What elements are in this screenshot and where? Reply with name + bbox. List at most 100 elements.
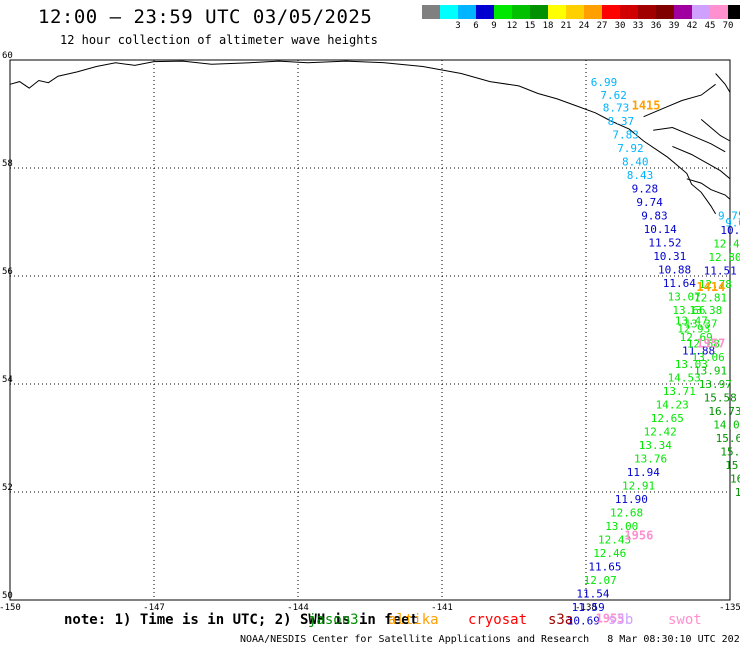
wave-height-label: 12.78 <box>699 278 732 291</box>
wave-height-label: 11.90 <box>615 493 648 506</box>
lat-tick-label: 56 <box>2 267 13 277</box>
wave-height-label: 12.93 <box>677 323 710 336</box>
coastline-inlet <box>686 178 731 200</box>
wave-height-label: 13.71 <box>663 385 696 398</box>
wave-height-label: 13.47 <box>675 315 708 328</box>
wave-height-label: 15.93 <box>735 486 740 499</box>
lat-tick-label: 52 <box>2 483 13 493</box>
satellite-legend-item: jason3 <box>308 612 359 628</box>
colorbar-swatch <box>584 5 602 19</box>
lat-tick-label: 50 <box>2 591 13 601</box>
wave-height-label: 12.91 <box>622 479 655 492</box>
wave-height-label: 9.68 <box>725 216 740 229</box>
wave-height-label: 9.75 <box>718 209 740 222</box>
map-frame <box>9 59 731 601</box>
colorbar-swatch <box>530 5 548 19</box>
wave-height-label: 14.04 <box>713 418 740 431</box>
wave-height-label: 12.81 <box>694 291 727 304</box>
colorbar-swatch <box>566 5 584 19</box>
wave-height-label: 12.68 <box>610 506 643 519</box>
coastline-inlet <box>653 126 726 153</box>
wave-height-label: 11.88 <box>682 344 715 357</box>
wave-height-label: 7.83 <box>612 128 639 141</box>
satellite-legend-item: s3a <box>548 612 574 628</box>
wave-height-label: 12.07 <box>584 574 617 587</box>
wave-height-label: 7.92 <box>617 142 644 155</box>
wave-height-label: 12.69 <box>680 331 713 344</box>
colorbar-swatch <box>512 5 530 19</box>
wave-height-label: 13.38 <box>689 304 722 317</box>
pass-time-label: 1956 <box>624 529 653 543</box>
wave-height-label: 13.03 <box>675 358 708 371</box>
wave-height-label: 11.59 <box>572 601 605 614</box>
wave-height-label: 14.53 <box>668 371 701 384</box>
wave-height-label: 12.68 <box>687 337 720 350</box>
wave-height-label: 8.37 <box>608 115 635 128</box>
colorbar-label: 33 <box>632 21 644 31</box>
wave-height-label: 8.73 <box>603 101 630 114</box>
colorbar-label: 24 <box>578 21 590 31</box>
lat-tick-label: 54 <box>2 375 13 385</box>
footer-credit: NOAA/NESDIS Center for Satellite Applica… <box>240 634 740 645</box>
coastline-inlet <box>700 119 731 142</box>
colorbar-swatch <box>494 5 512 19</box>
wave-height-label: 13.76 <box>634 452 667 465</box>
wave-height-label: 16.21 <box>730 472 740 485</box>
colorbar-swatch <box>620 5 638 19</box>
colorbar-label: 39 <box>668 21 680 31</box>
coastline-inlet <box>715 73 731 93</box>
wave-height-label: 10.88 <box>658 263 691 276</box>
wave-height-label: 13.97 <box>699 378 732 391</box>
colorbar-swatch <box>656 5 674 19</box>
credit-text: NOAA/NESDIS Center for Satellite Applica… <box>240 634 590 645</box>
colorbar-swatch <box>728 5 740 19</box>
lon-tick-label: -135 <box>719 603 740 613</box>
wave-height-label: 13.66 <box>672 304 705 317</box>
colorbar-swatch <box>710 5 728 19</box>
colorbar-label: 42 <box>686 21 698 31</box>
wave-height-label: 7.62 <box>600 89 627 102</box>
satellite-legend-item: altika <box>388 612 439 628</box>
wave-height-label: 13.91 <box>694 364 727 377</box>
colorbar-label: 45 <box>704 21 716 31</box>
colorbar-label: 3 <box>455 21 461 31</box>
colorbar-label: 15 <box>524 21 536 31</box>
wave-height-label: 11.52 <box>648 236 681 249</box>
colorbar-label: 70 <box>722 21 734 31</box>
colorbar-label: 27 <box>596 21 608 31</box>
colorbar-swatch <box>692 5 710 19</box>
colorbar-swatch <box>674 5 692 19</box>
wave-height-label: 15.92 <box>725 459 740 472</box>
colorbar <box>422 5 740 19</box>
colorbar-label: 9 <box>491 21 497 31</box>
satellite-legend-item: swot <box>668 612 702 628</box>
wave-height-label: 11.51 <box>704 264 737 277</box>
wave-height-label: 9.83 <box>641 209 668 222</box>
wave-height-label: 9.28 <box>632 182 659 195</box>
wave-height-label: 11.65 <box>588 560 621 573</box>
page-subtitle: 12 hour collection of altimeter wave hei… <box>60 33 378 47</box>
colorbar-label: 6 <box>473 21 479 31</box>
colorbar-label: 21 <box>560 21 572 31</box>
wave-height-label: 13.34 <box>639 439 672 452</box>
wave-height-label: 8.43 <box>627 169 654 182</box>
wave-height-label: 10.14 <box>644 223 677 236</box>
wave-height-label: 15.62 <box>716 432 740 445</box>
wave-height-label: 15.58 <box>704 391 737 404</box>
lat-tick-label: 58 <box>2 159 13 169</box>
lon-tick-label: -138 <box>575 603 597 613</box>
wave-height-label: 10.07 <box>720 224 740 237</box>
pass-time-label: 1955 <box>596 612 625 626</box>
wave-height-label: 10.69 <box>567 614 600 627</box>
wave-height-label: 13.06 <box>692 351 725 364</box>
wave-height-label: 12.42 <box>644 425 677 438</box>
colorbar-swatch <box>602 5 620 19</box>
coastline-inlet <box>672 145 731 180</box>
lon-tick-label: -144 <box>287 603 309 613</box>
wave-height-label: 12.43 <box>598 533 631 546</box>
pass-time-label: 1415 <box>632 99 661 113</box>
wave-height-label: 11.54 <box>576 587 609 600</box>
coastline <box>9 60 717 215</box>
satellite-legend-item: s3b <box>608 612 634 628</box>
